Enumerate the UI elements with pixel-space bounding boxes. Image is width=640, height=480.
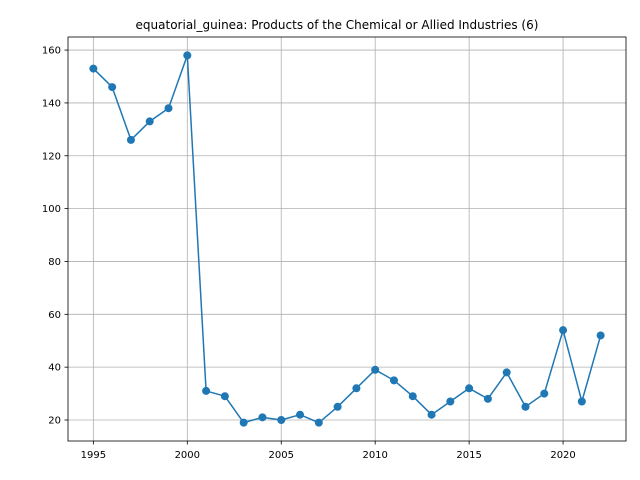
y-tick-label: 120 (42, 151, 61, 162)
plot-frame (67, 36, 627, 442)
data-point (239, 418, 248, 427)
data-point (258, 413, 267, 422)
axes (67, 36, 627, 442)
data-point (465, 384, 474, 393)
data-point (277, 415, 286, 424)
data-point (89, 64, 98, 73)
chart-title: equatorial_guinea: Products of the Chemi… (136, 18, 539, 32)
data-point (333, 402, 342, 411)
x-tick-label: 2020 (550, 450, 575, 461)
data-point (540, 389, 549, 398)
data-point (352, 384, 361, 393)
data-point (220, 392, 229, 401)
grid-lines (68, 37, 626, 441)
data-point (389, 376, 398, 385)
data-point (408, 392, 417, 401)
y-tick-label: 80 (48, 257, 61, 268)
series-line (92, 54, 602, 424)
data-point (314, 418, 323, 427)
data-point (577, 397, 586, 406)
data-point (145, 117, 154, 126)
data-point (596, 331, 605, 340)
x-tick-label: 2000 (175, 450, 200, 461)
data-point (521, 402, 530, 411)
data-point (126, 135, 135, 144)
y-tick-label: 140 (42, 99, 61, 110)
y-axis: 20 40 60 80 100 120 140 160 (42, 46, 68, 427)
y-tick-label: 60 (48, 310, 61, 321)
data-point (202, 386, 211, 395)
data-point (446, 397, 455, 406)
x-tick-label: 2005 (269, 450, 294, 461)
x-tick-label: 2015 (456, 450, 481, 461)
data-point (296, 410, 305, 419)
data-point (502, 368, 511, 377)
data-point (164, 104, 173, 113)
data-point (483, 394, 492, 403)
x-tick-label: 2010 (362, 450, 387, 461)
x-tick-label: 1995 (81, 450, 106, 461)
data-point (559, 326, 568, 335)
y-tick-label: 20 (48, 416, 61, 427)
y-tick-label: 160 (42, 46, 61, 57)
data-point (183, 51, 192, 60)
x-axis: 1995 2000 2005 2010 2015 2020 (81, 441, 576, 461)
data-point (371, 365, 380, 374)
y-tick-label: 40 (48, 363, 61, 374)
data-point (427, 410, 436, 419)
data-point (108, 83, 117, 92)
series-group (89, 51, 605, 427)
y-tick-label: 100 (42, 204, 61, 215)
